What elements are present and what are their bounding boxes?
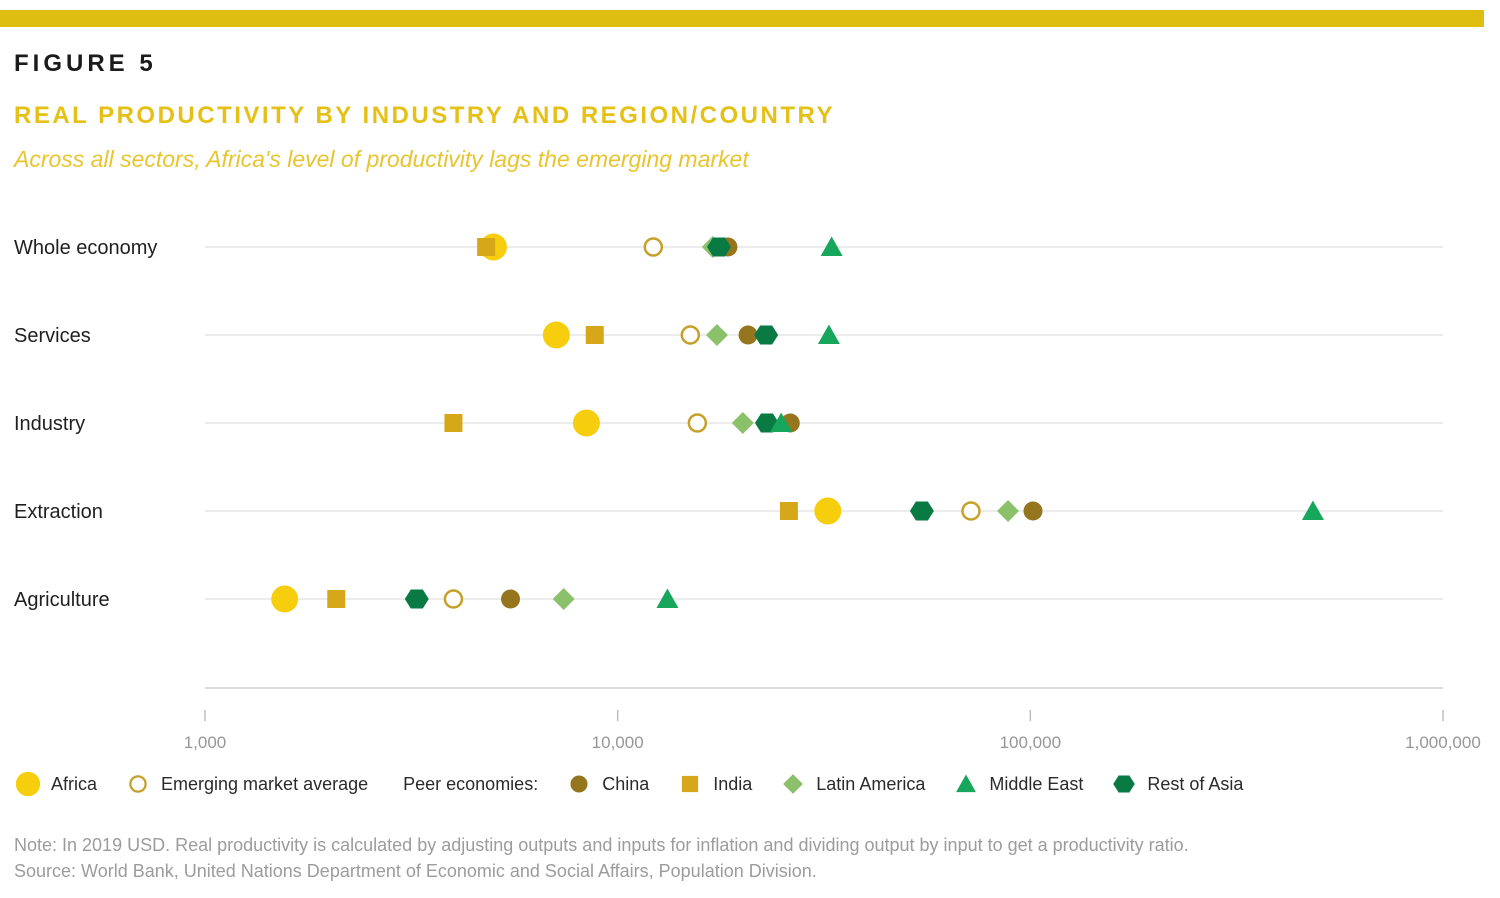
category-label-industry: Industry xyxy=(14,413,85,435)
x-tick-label-10-000: 10,000 xyxy=(592,733,644,752)
figure-label: FIGURE 5 xyxy=(14,50,157,77)
legend-peer-economies-label: Peer economies: xyxy=(403,773,539,794)
legend-marker-africa xyxy=(15,771,41,797)
legend-label: Middle East xyxy=(989,773,1084,794)
category-label-extraction: Extraction xyxy=(14,501,103,523)
legend-marker-latin-america xyxy=(783,774,804,794)
legend-marker-china xyxy=(570,775,588,793)
x-tick-label-1-000-000: 1,000,000 xyxy=(1405,733,1481,752)
marker-latin-america-services xyxy=(705,324,728,346)
marker-emerging-market-average-services xyxy=(680,325,701,345)
square-icon xyxy=(682,775,699,793)
circle-large-icon xyxy=(15,771,41,797)
legend-item-china: China xyxy=(565,770,649,798)
marker-india-agriculture xyxy=(327,590,346,608)
x-tick-label-100-000: 100,000 xyxy=(1000,733,1061,752)
marker-africa-industry xyxy=(572,409,600,437)
marker-india-services xyxy=(585,326,604,344)
marker-middle-east-agriculture xyxy=(656,588,679,608)
legend-label: Latin America xyxy=(816,773,926,794)
marker-latin-america-agriculture xyxy=(552,588,575,610)
diamond-icon xyxy=(783,774,804,794)
legend-marker-rest-of-asia xyxy=(1113,775,1136,793)
legend-item-emerging-market-average: Emerging market average xyxy=(124,770,368,798)
marker-emerging-market-average-extraction xyxy=(961,501,981,521)
note-line: Note: In 2019 USD. Real productivity is … xyxy=(14,835,1189,855)
marker-emerging-market-average-industry xyxy=(687,413,708,433)
marker-africa-extraction xyxy=(814,497,842,525)
category-label-agriculture: Agriculture xyxy=(14,589,110,611)
marker-india-whole-economy xyxy=(477,238,496,256)
legend-item-africa: Africa xyxy=(14,770,97,798)
marker-middle-east-industry xyxy=(770,412,793,432)
marker-china-agriculture xyxy=(501,589,521,609)
legend-label: Emerging market average xyxy=(161,773,369,794)
open-circle-icon xyxy=(129,775,147,793)
accent-bar xyxy=(0,10,1484,27)
marker-africa-services xyxy=(542,321,570,349)
marker-africa-agriculture xyxy=(271,585,299,613)
legend-marker-india xyxy=(682,775,699,793)
marker-emerging-market-average-agriculture xyxy=(443,589,464,609)
chart-notes: Note: In 2019 USD. Real productivity is … xyxy=(14,832,1189,884)
marker-china-extraction xyxy=(1023,501,1043,521)
legend-marker-emerging-market-average xyxy=(129,775,147,793)
marker-india-industry xyxy=(444,414,463,432)
legend-item-middle-east: Middle East xyxy=(952,770,1083,798)
legend-label: Rest of Asia xyxy=(1147,773,1244,794)
source-line: Source: World Bank, United Nations Depar… xyxy=(14,861,817,881)
marker-rest-of-asia-agriculture xyxy=(404,589,429,609)
marker-middle-east-services xyxy=(817,324,840,344)
circle-icon xyxy=(570,775,588,793)
legend-label: Africa xyxy=(51,773,98,794)
marker-rest-of-asia-services xyxy=(754,325,779,345)
chart-subtitle: Across all sectors, Africa's level of pr… xyxy=(14,146,749,172)
marker-emerging-market-average-whole-economy xyxy=(643,237,664,257)
marker-china-services xyxy=(738,325,758,345)
marker-latin-america-extraction xyxy=(997,500,1020,522)
category-label-services: Services xyxy=(14,325,91,347)
legend-item-latin-america: Latin America xyxy=(779,770,925,798)
legend-label: China xyxy=(602,773,650,794)
marker-rest-of-asia-extraction xyxy=(909,501,934,521)
legend-item-india: India xyxy=(676,770,752,798)
marker-latin-america-industry xyxy=(731,412,754,434)
marker-rest-of-asia-whole-economy xyxy=(706,237,731,257)
legend-label: India xyxy=(713,773,753,794)
chart-title: REAL PRODUCTIVITY BY INDUSTRY AND REGION… xyxy=(14,102,835,129)
x-tick-label-1-000: 1,000 xyxy=(184,733,227,752)
marker-middle-east-extraction xyxy=(1301,500,1324,520)
hexagon-icon xyxy=(1113,775,1136,793)
legend-item-rest-of-asia: Rest of Asia xyxy=(1110,770,1243,798)
triangle-icon xyxy=(956,774,977,793)
category-label-whole-economy: Whole economy xyxy=(14,237,157,259)
legend-marker-middle-east xyxy=(956,774,977,793)
marker-india-extraction xyxy=(779,502,798,520)
chart-legend: Africa Emerging market average Peer econom… xyxy=(14,770,1454,798)
marker-middle-east-whole-economy xyxy=(820,236,843,256)
